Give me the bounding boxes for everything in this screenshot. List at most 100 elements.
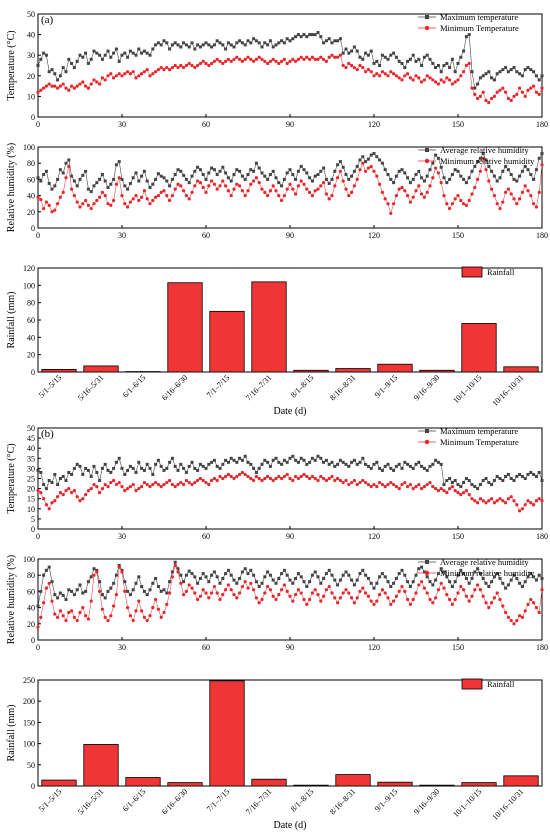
data-point-min — [254, 176, 258, 180]
data-point-max — [302, 458, 306, 462]
category-label: 10/16–10/31 — [490, 373, 525, 408]
data-point-min — [254, 474, 258, 479]
data-point-min — [481, 594, 485, 598]
rainfall-bar — [83, 365, 119, 373]
data-point-min — [372, 602, 376, 606]
data-point-max — [36, 468, 40, 472]
data-point-max — [145, 51, 149, 55]
data-point-max — [308, 176, 312, 180]
data-point-min — [226, 189, 230, 193]
data-point-min — [120, 570, 124, 574]
data-point-max — [288, 578, 292, 582]
data-point-max — [201, 572, 205, 576]
data-point-min — [462, 70, 466, 74]
data-point-min — [316, 57, 320, 61]
data-point-max — [308, 580, 312, 584]
data-point-max — [288, 39, 292, 43]
data-point-max — [103, 179, 107, 183]
data-point-max — [375, 581, 379, 585]
data-point-min — [58, 195, 63, 199]
data-point-min — [453, 80, 457, 84]
data-point-max — [109, 182, 113, 186]
data-point-max — [406, 176, 410, 180]
data-point-min — [39, 615, 43, 619]
data-point-max — [425, 174, 429, 178]
data-point-min — [263, 190, 267, 194]
data-point-min — [61, 190, 65, 194]
data-point-max — [198, 462, 202, 466]
data-point-min — [89, 599, 93, 603]
data-point-max — [280, 184, 284, 188]
category-label: 6/1–6/15 — [121, 787, 147, 813]
data-point-min — [361, 65, 365, 70]
data-point-min — [534, 606, 539, 610]
data-point-min — [319, 599, 323, 603]
x-tick-label: 180 — [536, 120, 548, 129]
data-point-max — [221, 462, 225, 466]
data-point-min — [397, 589, 401, 594]
data-point-min — [492, 501, 496, 505]
data-point-min — [145, 68, 149, 72]
data-point-max — [145, 179, 149, 183]
data-point-min — [481, 156, 485, 160]
data-point-max — [215, 173, 219, 177]
data-point-max — [501, 169, 505, 173]
data-point-min — [246, 586, 250, 590]
data-point-max — [114, 163, 118, 167]
data-point-min — [434, 80, 438, 84]
data-point-max — [338, 458, 342, 462]
data-point-max — [378, 575, 382, 579]
data-point-max — [366, 157, 370, 161]
x-tick-label: 0 — [36, 120, 40, 129]
data-point-min — [128, 614, 132, 618]
data-point-min — [389, 480, 393, 485]
data-point-max — [403, 66, 407, 70]
data-point-min — [81, 202, 85, 206]
data-point-min — [103, 78, 107, 82]
data-point-min — [302, 472, 306, 477]
data-point-min — [204, 61, 208, 66]
data-point-max — [53, 472, 57, 476]
data-point-min — [456, 194, 460, 198]
data-point-max — [341, 460, 345, 464]
data-point-max — [501, 581, 505, 585]
data-point-max — [117, 160, 121, 164]
data-point-max — [56, 78, 60, 82]
data-point-max — [204, 575, 208, 579]
data-point-max — [170, 456, 174, 460]
data-point-max — [128, 464, 132, 468]
y-tick-label: 10 — [27, 92, 35, 101]
category-label: 7/16–7/31 — [244, 373, 273, 402]
data-point-max — [380, 572, 384, 576]
data-point-max — [291, 37, 295, 41]
data-point-max — [274, 43, 278, 47]
data-point-max — [249, 462, 253, 466]
data-point-min — [456, 78, 460, 82]
data-point-max — [400, 466, 404, 470]
data-point-min — [215, 187, 219, 191]
data-point-max — [58, 477, 62, 480]
y-axis-label: Relative humidity (%) — [6, 555, 17, 644]
data-point-min — [408, 200, 412, 204]
data-point-min — [392, 202, 396, 206]
data-point-min — [154, 597, 158, 602]
data-point-max — [305, 171, 309, 175]
data-point-min — [333, 596, 337, 600]
data-point-min — [268, 59, 272, 63]
data-point-min — [207, 184, 211, 188]
data-point-max — [229, 179, 233, 183]
data-point-min — [498, 206, 502, 211]
data-point-min — [322, 181, 326, 185]
data-point-max — [156, 41, 160, 45]
data-point-max — [92, 464, 96, 468]
data-point-max — [151, 47, 155, 51]
data-point-min — [112, 478, 116, 483]
data-point-min — [392, 599, 396, 603]
data-point-max — [470, 483, 474, 487]
y-axis-label: Temperature (°C) — [6, 30, 17, 100]
data-point-max — [459, 485, 463, 489]
data-point-max — [67, 470, 71, 474]
data-point-max — [425, 468, 429, 472]
data-point-max — [512, 66, 516, 70]
data-point-max — [355, 578, 359, 582]
